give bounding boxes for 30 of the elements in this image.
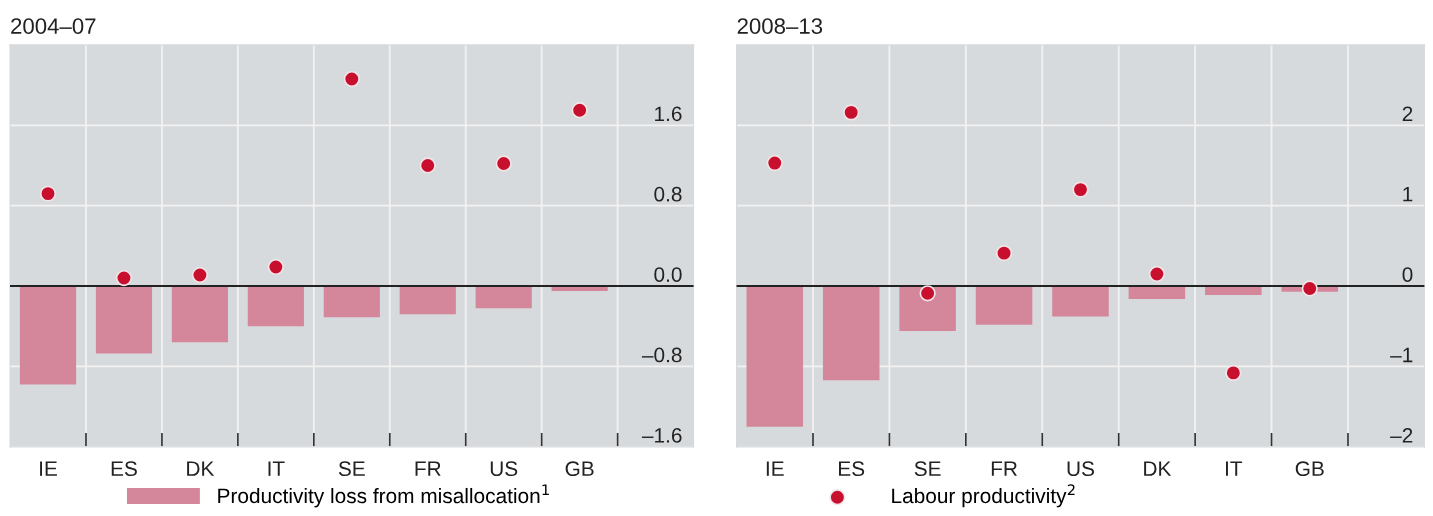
x-tick-label: GB [1295,461,1324,477]
y-tick-label: 1.6 [655,106,682,122]
x-tick-label: IT [1226,461,1243,476]
chart-title: 2008–13 [737,18,823,34]
y-tick-label: –0.8 [641,347,682,363]
y-tick-label: –2 [1390,427,1413,443]
x-tick-label: ES [111,461,137,477]
x-tick-label: SE [914,461,941,477]
y-tick-label: 0.8 [654,186,682,202]
x-tick-label: ES [839,461,865,477]
x-tick-label: SE [338,461,365,477]
y-tick-label: 1 [1403,187,1413,202]
y-tick-label: –1.6 [641,427,682,443]
x-tick-label: IT [268,461,285,476]
x-tick-label: IE [766,461,784,476]
y-tick-label: –1 [1390,347,1413,363]
y-tick-label: 0.0 [654,267,682,282]
x-tick-label: GB [565,461,594,477]
x-tick-label: US [490,461,518,477]
x-tick-label: IE [40,461,57,476]
x-tick-label: FR [991,461,1017,476]
y-tick-label: 0 [1402,267,1413,282]
y-tick-label: 2 [1402,106,1413,121]
chart-title: 2004–07 [11,18,96,34]
x-tick-label: FR [415,461,441,476]
x-tick-label: DK [187,461,215,476]
x-tick-label: DK [1144,461,1172,476]
legend-label: Productivity loss from misallocation$^{1}$ [218,484,549,508]
legend-label: Labour productivity$^{2}$ [892,484,1075,508]
x-tick-label: US [1067,461,1094,477]
